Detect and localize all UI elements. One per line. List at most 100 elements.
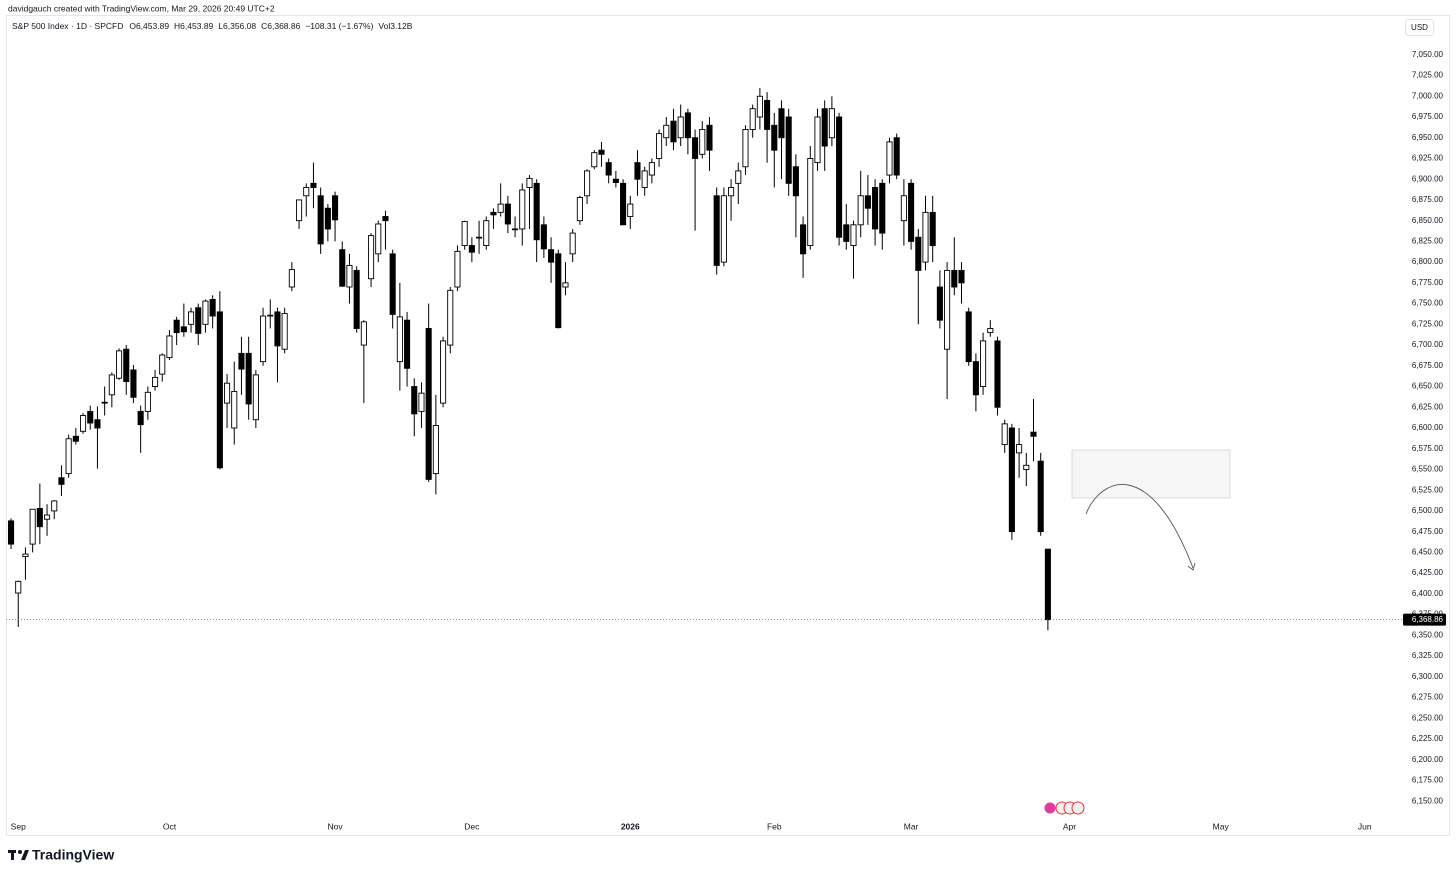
candle-body xyxy=(684,112,691,139)
y-tick-label: 6,975.00 xyxy=(1412,112,1444,121)
y-tick-label: 6,175.00 xyxy=(1412,776,1444,785)
candle-body xyxy=(893,137,900,176)
candle-body xyxy=(533,182,540,241)
y-tick-label: 6,675.00 xyxy=(1412,361,1444,370)
ohlc-close: C6,368.86 xyxy=(261,21,300,31)
candle-body xyxy=(562,282,569,288)
currency[interactable]: USD xyxy=(1411,23,1428,32)
x-tick-label: Sep xyxy=(11,821,26,831)
y-tick-label: 6,400.00 xyxy=(1412,589,1444,598)
candle-body xyxy=(80,415,87,432)
candle-body xyxy=(72,435,79,442)
candle-body xyxy=(216,311,223,469)
candle-body xyxy=(346,264,353,288)
ohlc-high: H6,453.89 xyxy=(174,21,213,31)
x-tick-label: Feb xyxy=(767,821,782,831)
candle-body xyxy=(706,124,713,151)
candle-body xyxy=(310,182,317,188)
candle-body xyxy=(821,108,828,147)
y-tick-label: 6,200.00 xyxy=(1412,755,1444,764)
y-tick-label: 6,275.00 xyxy=(1412,693,1444,702)
candle-body xyxy=(396,316,403,363)
candle-body xyxy=(944,269,951,350)
candle-body xyxy=(159,354,166,375)
symbol: S&P 500 Index · 1D · SPCFD xyxy=(12,21,123,31)
candle-body xyxy=(51,500,58,512)
x-tick-label: May xyxy=(1213,821,1230,831)
candle-body xyxy=(274,311,281,347)
y-tick-label: 6,425.00 xyxy=(1412,568,1444,577)
candle-body xyxy=(288,269,295,288)
candle-body xyxy=(598,149,605,155)
candle-body xyxy=(411,386,418,415)
candle-body xyxy=(116,350,123,379)
candle-body xyxy=(490,211,497,216)
candle-body xyxy=(1016,444,1023,454)
logo-part xyxy=(18,850,22,854)
y-tick-label: 6,775.00 xyxy=(1412,278,1444,287)
event-icons[interactable] xyxy=(1043,801,1085,815)
candle-body xyxy=(526,177,533,188)
candle-body xyxy=(692,137,699,159)
candle-body xyxy=(728,187,735,197)
last-price-label: 6,368.86 xyxy=(1412,615,1444,624)
path-drawing[interactable] xyxy=(1085,484,1194,569)
y-tick-label: 6,625.00 xyxy=(1412,402,1444,411)
event-icon[interactable] xyxy=(1071,801,1085,815)
candles xyxy=(7,87,1051,631)
candle-body xyxy=(65,438,72,475)
legend-line: S&P 500 Index · 1D · SPCFD O6,453.89 H6,45… xyxy=(12,21,413,31)
candle-body xyxy=(994,340,1001,408)
candle-body xyxy=(382,216,389,222)
candle-body xyxy=(461,221,468,246)
brand-logo xyxy=(8,850,29,860)
y-tick-label: 6,225.00 xyxy=(1412,734,1444,743)
currency-box[interactable] xyxy=(1405,19,1434,36)
candle-body xyxy=(605,162,612,176)
event-icon[interactable] xyxy=(1043,801,1057,815)
y-tick-label: 6,850.00 xyxy=(1412,216,1444,225)
ohlc-open: O6,453.89 xyxy=(129,21,169,31)
y-tick-label: 6,325.00 xyxy=(1412,651,1444,660)
candle-body xyxy=(828,108,835,139)
y-tick-label: 6,875.00 xyxy=(1412,195,1444,204)
candle-body xyxy=(612,178,619,183)
candle-body xyxy=(641,170,648,188)
candle-body xyxy=(900,195,907,222)
candle-body xyxy=(540,224,547,250)
candle-body xyxy=(800,224,807,255)
candle-body xyxy=(764,99,771,130)
candle-body xyxy=(771,124,778,151)
brand-name: TradingView xyxy=(32,847,114,863)
y-tick-label: 6,650.00 xyxy=(1412,382,1444,391)
candle-body xyxy=(152,376,159,387)
candle-body xyxy=(872,187,879,230)
candle-body xyxy=(807,158,814,246)
candle-body xyxy=(548,249,555,263)
candle-body xyxy=(591,152,598,168)
candle-body xyxy=(627,203,634,217)
candle-body xyxy=(123,348,130,382)
candle-body xyxy=(22,553,29,557)
y-tick-label: 6,350.00 xyxy=(1412,630,1444,639)
candle-body xyxy=(792,166,799,197)
y-tick-label: 6,725.00 xyxy=(1412,319,1444,328)
candle-body xyxy=(267,314,274,317)
candle-body xyxy=(1044,548,1051,621)
candle-body xyxy=(144,391,151,412)
candle-body xyxy=(972,361,979,396)
candle-body xyxy=(454,250,461,288)
candle-body xyxy=(663,124,670,139)
candle-body xyxy=(1023,464,1030,470)
candle-body xyxy=(504,203,511,225)
zone-drawing[interactable] xyxy=(1071,449,1231,499)
candle-body xyxy=(886,141,893,176)
candle-body xyxy=(699,128,706,155)
candle-body xyxy=(339,249,346,287)
candle-body xyxy=(368,235,375,280)
candle-body xyxy=(735,170,742,184)
candle-body xyxy=(778,108,785,139)
candle-body xyxy=(353,269,360,329)
candle-body xyxy=(497,203,504,213)
attribution: davidgauch created with TradingView.com,… xyxy=(8,3,275,13)
